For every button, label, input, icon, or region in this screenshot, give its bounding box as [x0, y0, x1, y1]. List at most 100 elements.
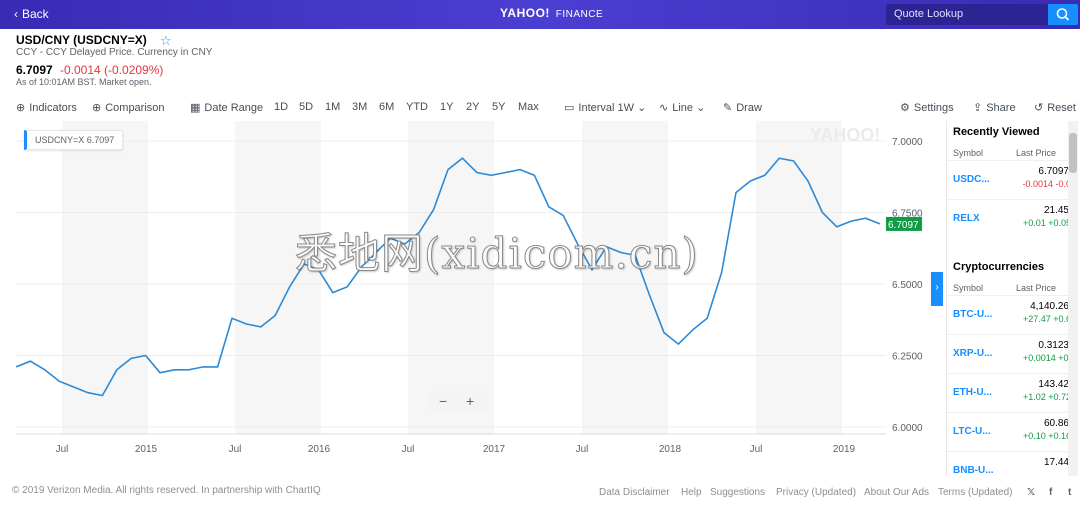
- row-price: 0.3123: [1038, 340, 1069, 351]
- range-1m[interactable]: 1M: [325, 101, 341, 113]
- range-1d[interactable]: 1D: [274, 101, 289, 113]
- crypto-row[interactable]: ETH-U... 143.42 +1.02 +0.72: [947, 373, 1071, 411]
- range-3m[interactable]: 3M: [352, 101, 368, 113]
- crypto-row[interactable]: LTC-U... 60.86 +0.10 +0.16: [947, 412, 1071, 450]
- row-price: 60.86: [1043, 418, 1069, 429]
- row-symbol[interactable]: BTC-U...: [953, 309, 993, 320]
- chevron-down-icon: ⌄: [696, 102, 706, 114]
- chart-legend[interactable]: USDCNY=X 6.7097: [24, 130, 124, 150]
- row-price: 21.45: [1043, 205, 1069, 216]
- legend-value: 6.7097: [86, 135, 115, 145]
- chart-band: [582, 121, 668, 434]
- row-symbol[interactable]: RELX: [953, 213, 980, 224]
- price-chart[interactable]: 7.0000 6.7500 6.5000 6.2500 6.0000 Jul 2015 Jul…: [16, 121, 946, 476]
- watchlist-star-icon[interactable]: ☆: [160, 33, 172, 48]
- interval-icon: ▭: [564, 102, 575, 114]
- zoom-in-button[interactable]: +: [466, 393, 475, 409]
- x-tick-label: Jul: [229, 444, 242, 455]
- date-range-button[interactable]: ▦ Date Range: [190, 101, 263, 114]
- reset-icon: ↺: [1034, 102, 1044, 114]
- row-change: +0.01 +0.05: [1022, 218, 1071, 228]
- side-panel-scrollbar[interactable]: [1068, 121, 1078, 476]
- recently-viewed-row[interactable]: RELX 21.45 +0.01 +0.05: [947, 199, 1071, 237]
- crypto-row[interactable]: BTC-U... 4,140.26 +27.47 +0.6: [947, 295, 1071, 333]
- tumblr-icon[interactable]: t: [1068, 487, 1072, 498]
- yahoo-finance-logo[interactable]: YAHOO! FINANCE: [500, 6, 603, 20]
- comparison-label: Comparison: [105, 102, 165, 114]
- x-tick-label: 2018: [659, 444, 682, 455]
- indicators-button[interactable]: ⊕ Indicators: [16, 101, 77, 114]
- reset-button[interactable]: ↺ Reset: [1034, 101, 1076, 114]
- chevron-left-icon: ‹: [14, 7, 18, 21]
- date-range-label: Date Range: [204, 102, 264, 114]
- scrollbar-thumb[interactable]: [1069, 133, 1077, 173]
- range-5y[interactable]: 5Y: [492, 101, 506, 113]
- search-icon: [1056, 8, 1070, 21]
- quote-change: -0.0014 (-0.0209%): [60, 63, 164, 77]
- x-tick-label: 2019: [833, 444, 856, 455]
- recently-viewed-row[interactable]: USDC... 6.7097 -0.0014 -0.0: [947, 160, 1071, 198]
- range-ytd[interactable]: YTD: [406, 101, 428, 113]
- search-button[interactable]: [1048, 4, 1078, 25]
- zoom-control: − +: [430, 391, 488, 413]
- collapse-panel-button[interactable]: ›: [931, 272, 943, 306]
- range-2y[interactable]: 2Y: [466, 101, 480, 113]
- footer-link-data-disclaimer[interactable]: Data Disclaimer: [599, 487, 670, 498]
- gear-icon: ⚙: [900, 102, 910, 114]
- col-symbol: Symbol: [953, 283, 984, 293]
- row-symbol[interactable]: XRP-U...: [953, 348, 993, 359]
- footer-link-suggestions[interactable]: Suggestions: [710, 487, 766, 498]
- draw-button[interactable]: ✎ Draw: [723, 101, 762, 114]
- share-button[interactable]: ⇪ Share: [973, 101, 1016, 114]
- line-type-dropdown[interactable]: ∿ Line ⌄: [659, 101, 705, 114]
- settings-button[interactable]: ⚙ Settings: [900, 101, 954, 114]
- quote-title: USD/CNY (USDCNY=X): [16, 33, 147, 47]
- row-symbol[interactable]: ETH-U...: [953, 387, 992, 398]
- quote-price: 6.7097: [16, 63, 53, 77]
- row-symbol[interactable]: BNB-U...: [953, 465, 994, 476]
- range-max[interactable]: Max: [518, 101, 539, 113]
- row-change: -0.0014 -0.0: [1022, 179, 1071, 189]
- comparison-button[interactable]: ⊕ Comparison: [92, 101, 165, 114]
- share-icon: ⇪: [973, 102, 983, 114]
- chart-band: [62, 121, 148, 434]
- crypto-row[interactable]: XRP-U... 0.3123 +0.0014 +0.: [947, 334, 1071, 372]
- twitter-icon[interactable]: 𝕏: [1027, 487, 1036, 498]
- x-tick-label: Jul: [56, 444, 69, 455]
- current-price-tag: [886, 216, 922, 231]
- chart-logo-watermark: YAHOO!: [810, 125, 880, 145]
- footer-link-help[interactable]: Help: [681, 487, 702, 498]
- side-panel: Recently Viewed Symbol Last Price USDC..…: [946, 121, 1080, 476]
- footer-link-terms[interactable]: Terms (Updated): [938, 487, 1013, 498]
- range-6m[interactable]: 6M: [379, 101, 395, 113]
- crypto-row[interactable]: BNB-U... 17.44: [947, 451, 1071, 476]
- price-series-line: [16, 157, 881, 397]
- range-5d[interactable]: 5D: [299, 101, 314, 113]
- row-symbol[interactable]: LTC-U...: [953, 426, 991, 437]
- quote-as-of: As of 10:01AM BST. Market open.: [16, 77, 152, 87]
- zoom-out-button[interactable]: −: [439, 393, 448, 409]
- range-1y[interactable]: 1Y: [440, 101, 454, 113]
- plus-circle-icon: ⊕: [16, 102, 26, 114]
- footer-link-about-ads[interactable]: About Our Ads: [864, 487, 930, 498]
- calendar-icon: ▦: [190, 102, 201, 114]
- row-symbol[interactable]: USDC...: [953, 174, 990, 185]
- legend-symbol: USDCNY=X: [35, 135, 85, 145]
- watermark: 悉地网(xidicom.cn): [295, 229, 699, 279]
- facebook-icon[interactable]: f: [1049, 487, 1053, 498]
- chart-toolbar: ⊕ Indicators ⊕ Comparison ▦ Date Range 1D 5…: [0, 98, 1080, 118]
- footer-link-privacy[interactable]: Privacy (Updated): [776, 487, 857, 498]
- back-button[interactable]: ‹ Back: [14, 7, 49, 21]
- col-last-price: Last Price: [1016, 148, 1057, 158]
- y-tick-label: 6.0000: [892, 423, 923, 434]
- logo-text: YAHOO!: [500, 6, 550, 20]
- indicators-label: Indicators: [29, 102, 77, 114]
- x-tick-label: Jul: [402, 444, 415, 455]
- row-change: +0.10 +0.16: [1022, 431, 1071, 441]
- y-tick-label: 6.7500: [892, 209, 923, 220]
- back-label: Back: [22, 7, 49, 21]
- quote-subtitle: CCY - CCY Delayed Price. Currency in CNY: [16, 47, 213, 58]
- interval-dropdown[interactable]: ▭ Interval 1W ⌄: [564, 101, 646, 114]
- search-input[interactable]: Quote Lookup: [886, 4, 1048, 25]
- line-label: Line: [672, 102, 694, 114]
